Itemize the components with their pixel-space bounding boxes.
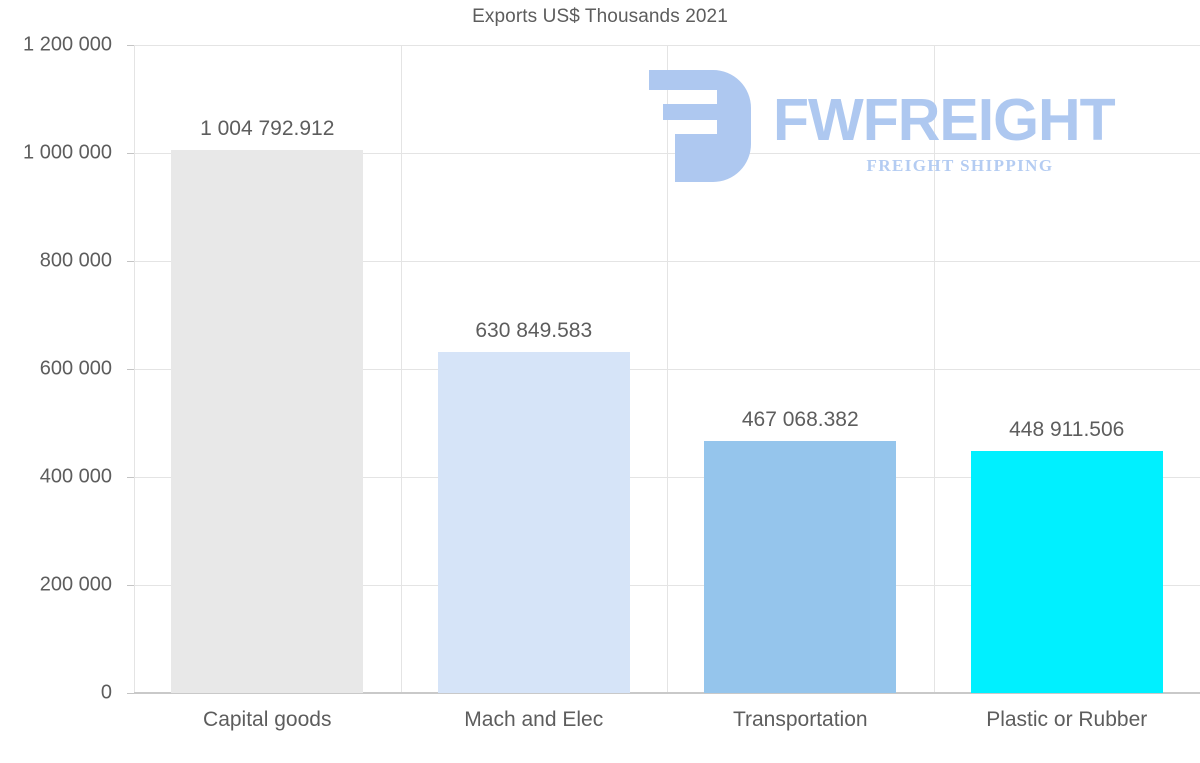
y-axis-tick-mark — [127, 477, 134, 478]
x-axis-category-label: Mach and Elec — [464, 708, 604, 731]
y-axis-tick-label: 400 000 — [39, 465, 112, 488]
plot-area — [134, 45, 1200, 694]
bar-value-label: 467 068.382 — [741, 407, 859, 431]
bar-value-label: 1 004 792.912 — [200, 117, 335, 141]
y-axis-tick-mark — [127, 369, 134, 370]
bar[interactable] — [704, 440, 897, 693]
bar[interactable] — [171, 150, 364, 693]
chart-title: Exports US$ Thousands 2021 — [472, 6, 728, 27]
x-axis-category-label: Plastic or Rubber — [986, 708, 1148, 731]
gridline-vertical — [934, 45, 935, 693]
y-axis-tick-mark — [127, 45, 134, 46]
y-axis-tick-mark — [127, 261, 134, 262]
y-axis-tick-label: 0 — [100, 681, 112, 704]
x-axis-line — [134, 692, 1200, 693]
y-axis-tick-mark — [127, 153, 134, 154]
y-axis-tick-label: 1 200 000 — [23, 33, 112, 56]
x-axis-category-label: Transportation — [732, 708, 868, 731]
gridline-horizontal — [134, 693, 1200, 694]
bar-value-label: 448 911.506 — [1009, 417, 1125, 441]
y-axis-tick-label: 200 000 — [39, 573, 112, 596]
bar[interactable] — [970, 450, 1163, 693]
y-axis-tick-label: 600 000 — [39, 357, 112, 380]
y-axis-tick-mark — [127, 693, 134, 694]
gridline-vertical — [134, 45, 135, 693]
y-axis-tick-mark — [127, 585, 134, 586]
y-axis-tick-label: 800 000 — [39, 249, 112, 272]
y-axis-tick-label: 1 000 000 — [23, 141, 112, 164]
x-axis-category-label: Capital goods — [203, 708, 332, 731]
gridline-vertical — [667, 45, 668, 693]
bar-value-label: 630 849.583 — [475, 319, 593, 343]
bar[interactable] — [437, 352, 630, 693]
gridline-vertical — [401, 45, 402, 693]
